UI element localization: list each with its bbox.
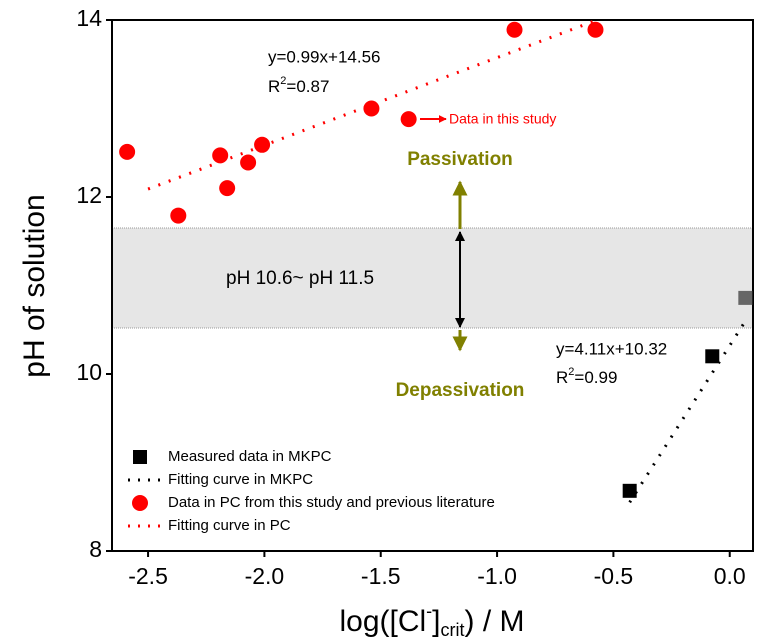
band-label: pH 10.6~ pH 11.5 — [226, 268, 374, 289]
depassivation-label: Depassivation — [396, 380, 525, 401]
xlabel-part: ] — [432, 605, 440, 638]
legend-label: Measured data in MKPC — [168, 448, 332, 465]
legend-label: Data in PC from this study and previous … — [168, 494, 495, 511]
x-tick-label: -1.5 — [361, 563, 401, 589]
r2-sup: 2 — [568, 366, 574, 378]
y-axis-label: pH of solution — [18, 194, 51, 377]
band — [112, 227, 753, 328]
r2-sup: 2 — [280, 75, 286, 87]
xlabel-part: log([Cl — [339, 605, 426, 638]
xlabel-sub: crit — [441, 620, 465, 640]
circle-point — [400, 111, 417, 128]
y-tick-label: 14 — [76, 5, 102, 31]
square-point — [705, 349, 720, 364]
x-tick-label: -1.0 — [477, 563, 517, 589]
mkpc-r2: R2=0.99 — [556, 366, 617, 388]
r2-part: R — [556, 368, 568, 387]
circle-point — [240, 154, 257, 171]
square-point — [622, 483, 637, 498]
circle-point — [587, 21, 604, 38]
plot-frame — [111, 19, 754, 552]
band-layer — [112, 227, 753, 329]
mkpc-equation: y=4.11x+10.32 — [556, 339, 667, 358]
x-tick-label: -0.5 — [594, 563, 634, 589]
circle-point — [212, 147, 229, 164]
legend-label: Fitting curve in PC — [168, 517, 291, 534]
y-tick-label: 8 — [89, 536, 102, 562]
r2-part: =0.99 — [574, 368, 617, 387]
square-point — [738, 290, 753, 305]
pc-r2: R2=0.87 — [268, 75, 329, 97]
legend-marker — [133, 450, 147, 464]
circle-point — [506, 21, 523, 38]
pc-equation: y=0.99x+14.56 — [268, 47, 380, 66]
x-tick-label: -2.0 — [245, 563, 285, 589]
xlabel-part: ) / M — [465, 605, 525, 638]
r2-part: =0.87 — [286, 77, 329, 96]
passivation-label: Passivation — [407, 149, 513, 170]
legend-label: Fitting curve in MKPC — [168, 471, 313, 488]
x-tick-label: -2.5 — [128, 563, 168, 589]
circle-point — [119, 143, 136, 160]
circle-point — [219, 180, 236, 197]
xlabel-sup: - — [426, 601, 432, 621]
r2-part: R — [268, 77, 280, 96]
study-label: Data in this study — [449, 111, 556, 127]
legend-marker — [132, 495, 148, 511]
x-axis-label: log([Cl-]crit) / M — [339, 601, 524, 640]
x-tick-label: 0.0 — [714, 563, 746, 589]
y-tick-label: 10 — [76, 359, 102, 385]
y-tick-label: 12 — [76, 182, 102, 208]
circle-point — [170, 207, 187, 224]
